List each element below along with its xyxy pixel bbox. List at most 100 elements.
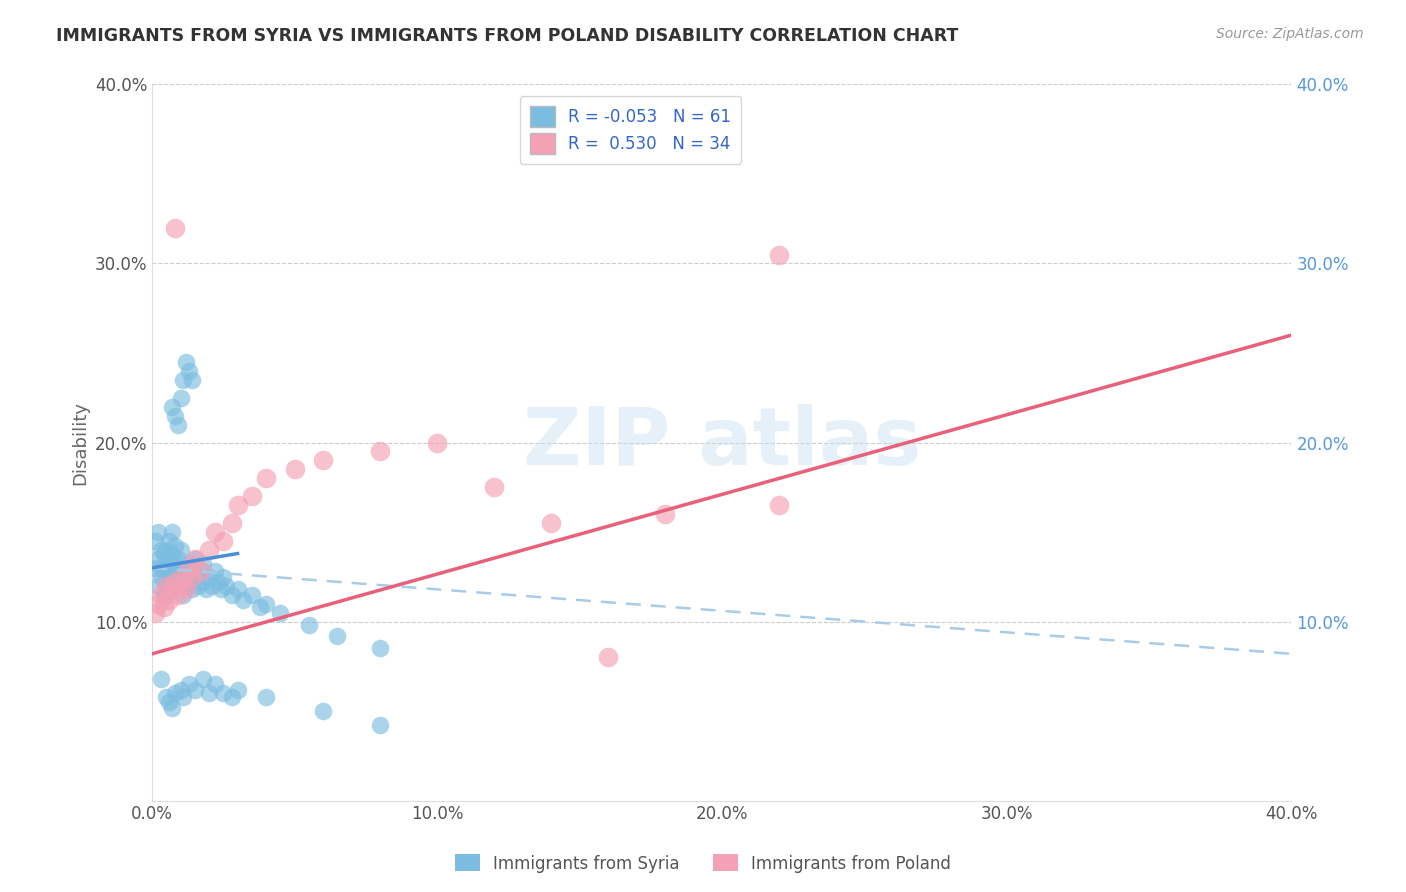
Point [181,570,204,584]
Point [160,400,183,414]
Point [163,220,186,235]
Point [212,570,235,584]
Point [163,540,186,554]
Point [240,489,263,503]
Point [221,690,243,704]
Point [596,650,619,665]
Point [240,588,263,602]
Point [226,498,249,512]
Point [269,606,291,620]
Point [221,516,243,530]
Point [368,641,391,656]
Point [163,686,186,700]
Point [190,565,212,579]
Point [254,597,277,611]
Point [212,686,235,700]
Point [163,409,186,423]
Legend: R = -0.053   N = 61, R =  0.530   N = 34: R = -0.053 N = 61, R = 0.530 N = 34 [520,96,741,164]
Point [149,672,172,686]
Point [173,373,195,387]
Point [193,575,215,590]
Point [163,558,186,572]
Point [187,579,209,593]
Point [152,588,174,602]
Point [204,524,226,539]
Y-axis label: Disability: Disability [72,401,89,484]
Point [284,462,307,476]
Point [176,582,198,597]
Point [198,570,221,584]
Point [201,579,224,593]
Point [193,672,215,686]
Point [212,534,235,549]
Point [155,579,177,593]
Point [166,552,188,566]
Point [173,690,195,704]
Point [195,582,218,597]
Point [254,471,277,485]
Point [198,543,221,558]
Point [160,700,183,714]
Point [169,579,191,593]
Point [768,247,790,261]
Point [198,686,221,700]
Point [209,582,232,597]
Point [181,373,204,387]
Point [157,534,180,549]
Point [155,543,177,558]
Point [184,570,207,584]
Point [146,597,169,611]
Point [155,575,177,590]
Point [157,695,180,709]
Point [143,561,166,575]
Point [163,575,186,590]
Point [184,552,207,566]
Point [160,582,183,597]
Point [173,588,195,602]
Point [152,565,174,579]
Point [149,588,172,602]
Point [193,558,215,572]
Point [169,543,191,558]
Point [160,547,183,561]
Text: ZIP atlas: ZIP atlas [523,403,921,482]
Point [157,593,180,607]
Point [204,565,226,579]
Point [143,534,166,549]
Point [166,570,188,584]
Point [179,558,201,572]
Point [173,570,195,584]
Point [312,453,335,467]
Point [163,575,186,590]
Point [207,575,229,590]
Point [482,480,505,494]
Text: Source: ZipAtlas.com: Source: ZipAtlas.com [1216,27,1364,41]
Point [149,561,172,575]
Point [215,579,238,593]
Point [169,682,191,697]
Point [157,552,180,566]
Point [768,498,790,512]
Point [368,718,391,732]
Point [249,600,271,615]
Point [179,561,201,575]
Point [146,524,169,539]
Point [326,629,349,643]
Point [226,682,249,697]
Point [298,618,321,632]
Point [160,524,183,539]
Point [226,582,249,597]
Point [176,561,198,575]
Point [166,588,188,602]
Point [254,690,277,704]
Point [181,582,204,597]
Point [312,704,335,718]
Text: IMMIGRANTS FROM SYRIA VS IMMIGRANTS FROM POLAND DISABILITY CORRELATION CHART: IMMIGRANTS FROM SYRIA VS IMMIGRANTS FROM… [56,27,959,45]
Point [540,516,562,530]
Point [146,552,169,566]
Point [155,690,177,704]
Point [155,561,177,575]
Point [152,547,174,561]
Point [179,677,201,691]
Point [160,582,183,597]
